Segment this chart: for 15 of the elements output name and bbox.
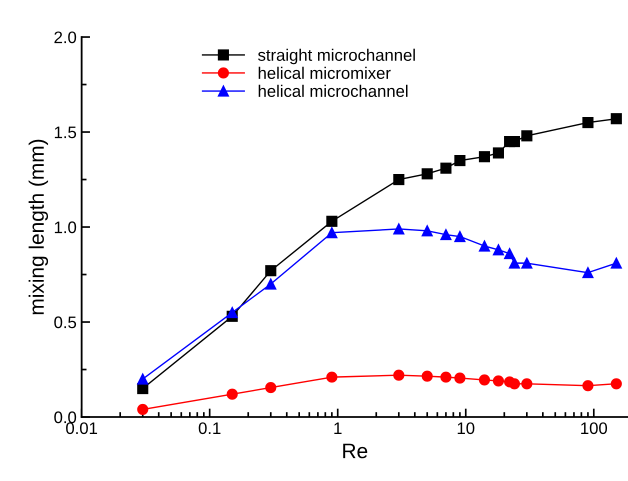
x-tick-label: 10 bbox=[458, 422, 474, 434]
y-tick-label: 0.0 bbox=[54, 411, 76, 424]
legend-label: straight microchannel bbox=[258, 48, 415, 64]
y-tick-label: 1.5 bbox=[54, 126, 76, 138]
y-tick-label: 2.0 bbox=[54, 31, 76, 44]
legend-label: helical microchannel bbox=[258, 84, 408, 98]
x-axis-title: Re bbox=[343, 444, 368, 458]
legend-label: helical micromixer bbox=[258, 66, 391, 79]
y-tick-label: 1.0 bbox=[54, 221, 76, 234]
x-tick-label: 100 bbox=[581, 422, 608, 434]
x-tick-label: 1 bbox=[334, 422, 342, 434]
x-tick-label: 0.01 bbox=[66, 422, 98, 434]
y-tick-label: 0.5 bbox=[54, 316, 76, 328]
y-axis-title: mixing length (mm) bbox=[28, 140, 48, 314]
x-tick-label: 0.1 bbox=[198, 422, 220, 434]
